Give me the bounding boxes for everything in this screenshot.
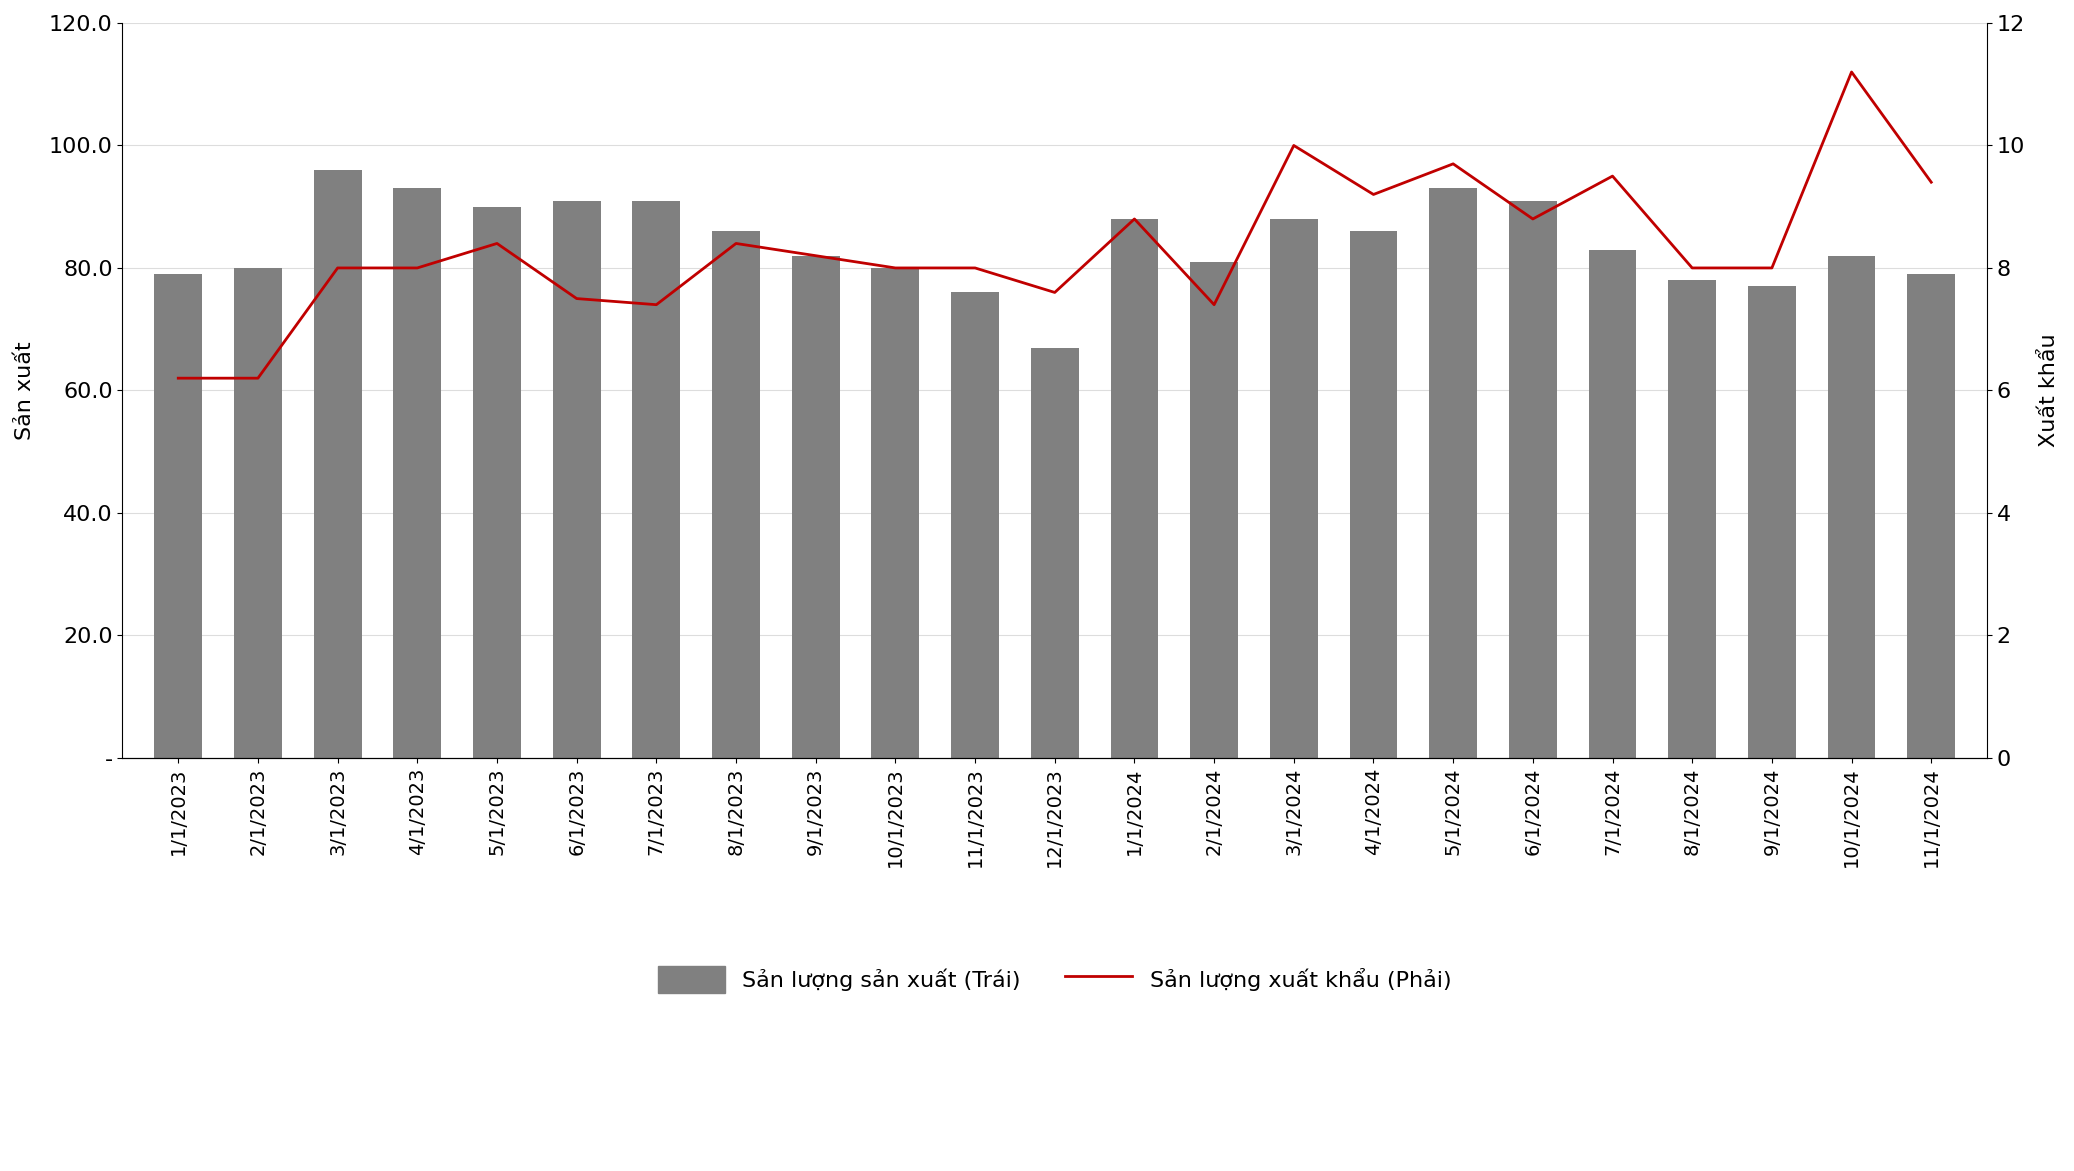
Bar: [1031, 348, 1078, 758]
Bar: [952, 293, 1000, 758]
Bar: [1827, 255, 1875, 758]
Bar: [633, 200, 680, 758]
Bar: [1748, 287, 1796, 758]
Bar: [1429, 189, 1477, 758]
Bar: [1190, 262, 1238, 758]
Bar: [313, 170, 361, 758]
Bar: [711, 231, 759, 758]
Bar: [792, 255, 840, 758]
Bar: [1350, 231, 1398, 758]
Bar: [153, 274, 201, 758]
Legend: Sản lượng sản xuất (Trái), Sản lượng xuất khẩu (Phải): Sản lượng sản xuất (Trái), Sản lượng xuấ…: [647, 954, 1462, 1004]
Bar: [394, 189, 442, 758]
Bar: [554, 200, 601, 758]
Bar: [1908, 274, 1956, 758]
Bar: [1110, 219, 1159, 758]
Y-axis label: Sản xuất: Sản xuất: [15, 341, 35, 440]
Bar: [1510, 200, 1558, 758]
Bar: [1269, 219, 1317, 758]
Bar: [871, 268, 919, 758]
Bar: [473, 207, 521, 758]
Bar: [1667, 280, 1715, 758]
Bar: [234, 268, 282, 758]
Bar: [1589, 249, 1636, 758]
Y-axis label: Xuất khẩu: Xuất khẩu: [2039, 334, 2059, 447]
